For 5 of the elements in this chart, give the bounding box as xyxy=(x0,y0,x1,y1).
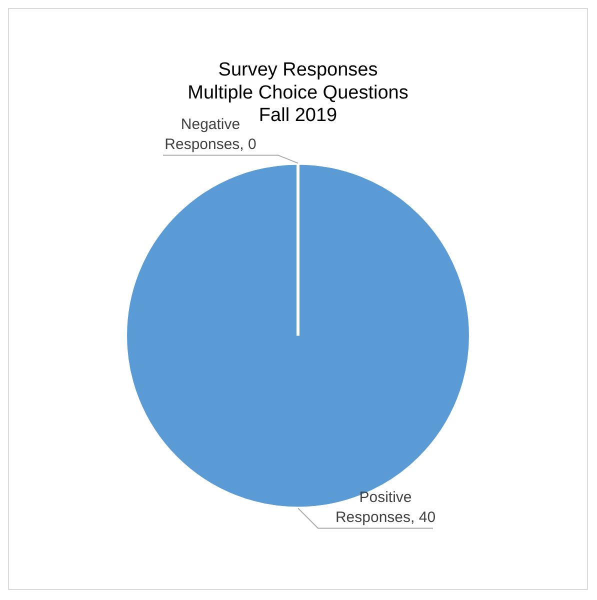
category-label: Negative Responses, 0 xyxy=(164,116,256,154)
text: Multiple Choice Questions xyxy=(188,82,408,104)
slice-label: Positive Responses, 40 xyxy=(335,489,436,526)
text: Fall 2019 xyxy=(258,105,338,126)
text: Survey Responses xyxy=(218,60,378,81)
